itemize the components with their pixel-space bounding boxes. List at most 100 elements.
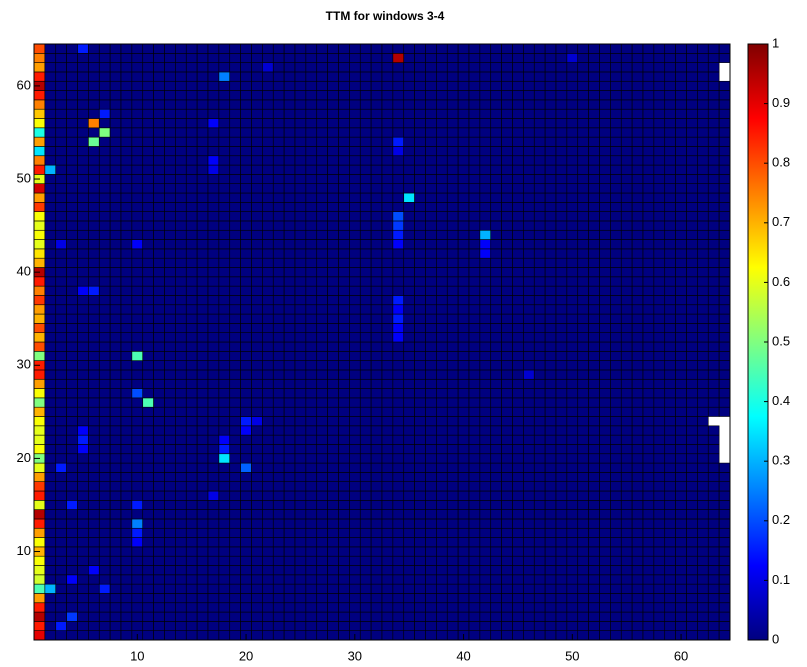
heat-cell — [294, 490, 307, 501]
heat-cell — [98, 416, 111, 427]
heat-cell — [620, 295, 633, 306]
heat-cell — [533, 425, 546, 436]
heat-cell — [533, 136, 546, 147]
heat-cell — [55, 192, 67, 203]
heat-cell — [501, 425, 513, 436]
heat-cell — [414, 136, 426, 147]
heat-cell — [185, 341, 198, 352]
heat-cell — [229, 341, 241, 352]
heat-cell — [218, 397, 231, 408]
heat-cell — [55, 630, 67, 641]
heat-cell — [446, 248, 459, 259]
heat-cell — [468, 351, 481, 361]
heat-cell — [381, 565, 394, 576]
heat-cell — [479, 481, 492, 492]
heat-cell — [425, 80, 437, 91]
heat-cell — [707, 118, 720, 129]
heat-cell — [131, 80, 144, 91]
heat-cell — [98, 183, 111, 194]
heat-cell — [33, 323, 46, 333]
heat-cell — [359, 388, 372, 399]
heat-cell — [544, 360, 557, 371]
heat-cell — [196, 472, 209, 482]
heat-cell — [381, 434, 394, 445]
heat-cell — [131, 71, 144, 82]
heat-cell — [164, 80, 176, 91]
heat-cell — [142, 462, 154, 473]
heat-cell — [446, 304, 459, 315]
heat-cell — [77, 593, 89, 604]
heat-cell — [631, 239, 644, 250]
heat-cell — [403, 500, 415, 510]
heat-cell — [251, 285, 263, 296]
heat-cell — [240, 90, 252, 101]
heat-cell — [566, 406, 579, 417]
heat-cell — [153, 341, 165, 352]
heat-cell — [392, 192, 405, 203]
heat-cell — [349, 229, 361, 240]
heat-cell — [490, 164, 502, 175]
heat-cell — [544, 108, 557, 119]
heat-cell — [642, 276, 655, 287]
heat-cell — [44, 360, 57, 371]
heat-cell — [55, 211, 67, 222]
heat-cell — [338, 146, 350, 157]
heat-cell — [240, 518, 252, 529]
heat-cell — [251, 602, 263, 613]
heat-cell — [436, 425, 448, 436]
heat-cell — [77, 509, 89, 520]
heat-cell — [77, 462, 89, 473]
heat-cell — [142, 192, 154, 203]
heat-cell — [229, 444, 241, 455]
heat-cell — [425, 192, 437, 203]
heat-cell — [88, 518, 100, 529]
heat-cell — [88, 351, 100, 361]
heat-cell — [131, 146, 144, 157]
heat-cell — [240, 481, 252, 492]
heat-cell — [414, 62, 426, 73]
heat-cell — [610, 565, 622, 576]
heat-cell — [642, 602, 655, 613]
heat-cell — [457, 220, 470, 231]
heat-cell — [544, 174, 557, 184]
heat-cell — [718, 313, 731, 324]
heat-cell — [305, 602, 318, 613]
heat-cell — [272, 397, 285, 408]
heat-cell — [718, 397, 731, 408]
heat-cell — [251, 462, 263, 473]
heat-cell — [316, 332, 328, 343]
heat-cell — [229, 406, 241, 417]
heat-cell — [697, 546, 709, 557]
heat-cell — [610, 527, 622, 538]
heat-cell — [392, 462, 405, 473]
heat-cell — [98, 481, 111, 492]
heat-cell — [599, 546, 611, 557]
heat-cell — [262, 611, 274, 622]
heat-cell — [425, 490, 437, 501]
heat-cell — [196, 202, 209, 212]
heat-cell — [381, 164, 394, 175]
heat-cell — [272, 62, 285, 73]
heat-cell — [414, 472, 426, 482]
heat-cell — [66, 472, 78, 482]
heat-cell — [327, 229, 339, 240]
heat-cell — [631, 62, 644, 73]
heat-cell — [88, 481, 100, 492]
heat-cell — [175, 369, 187, 380]
heat-cell — [77, 481, 89, 492]
heat-cell — [610, 425, 622, 436]
colorbar-tick-label: 0.3 — [772, 453, 790, 468]
heat-cell — [599, 351, 611, 361]
heat-cell — [479, 462, 492, 473]
heat-cell — [457, 304, 470, 315]
heat-cell — [436, 127, 448, 138]
heat-cell — [512, 621, 524, 631]
heat-cell — [468, 518, 481, 529]
heat-cell — [490, 602, 502, 613]
heat-cell — [501, 127, 513, 138]
heat-cell — [610, 136, 622, 147]
heat-cell — [588, 80, 600, 91]
heat-cell — [229, 118, 241, 129]
heat-cell — [599, 127, 611, 138]
heat-cell — [392, 406, 405, 417]
